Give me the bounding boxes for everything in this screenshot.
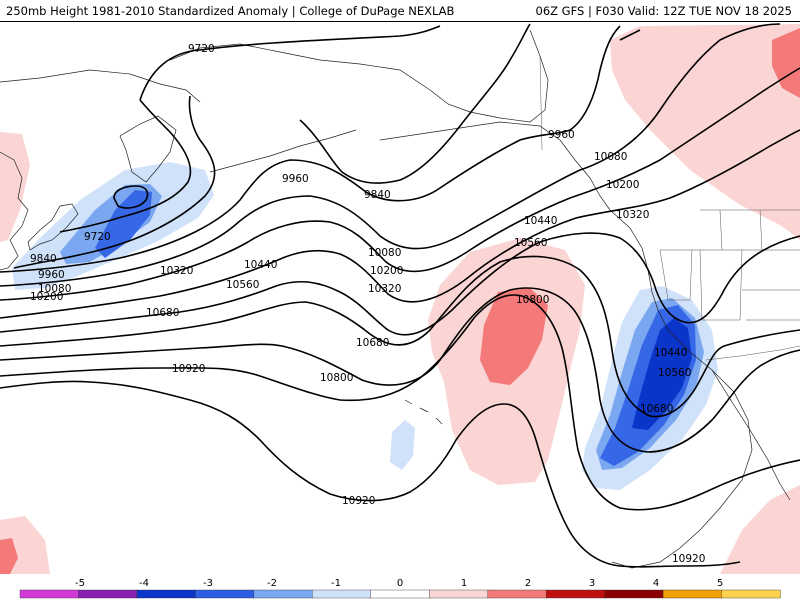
contour-10440 [0,232,800,336]
legend-tick-label: -1 [331,578,341,589]
contour-label: 10680 [356,337,389,349]
legend-tick-labels: -5 -4 -3 -2 -1 0 1 2 3 4 5 [75,578,723,589]
legend-tick-label: 5 [717,578,723,589]
contour-label: 10440 [524,215,557,227]
legend-color-swatch [545,589,606,599]
anomaly-positive-northeast [610,24,800,240]
legend-color-swatch [721,589,781,599]
coastline-aleutians [209,129,357,173]
contour-9960 [0,25,621,273]
border-states [659,209,800,321]
contour-label: 9960 [282,173,309,185]
contour-label: 10560 [514,237,547,249]
anomaly-negative-west-core [95,190,152,258]
coastline-baja [711,369,791,501]
contour-10920-small [619,29,641,41]
coastline-japan [27,203,79,251]
contour-label: 10080 [38,283,71,295]
contour-label: 10680 [640,403,673,415]
legend-tick-label: -5 [75,578,85,589]
contour-label: 9720 [188,43,215,55]
legend-tick-label: 0 [397,578,403,589]
legend-color-swatch [253,589,314,599]
height-contours [0,23,800,568]
coastline-hawaii [404,399,443,425]
contour-label: 10200 [30,291,63,303]
legend-color-swatch [78,589,138,599]
contour-label: 10800 [516,294,549,306]
anomaly-shading [0,24,800,574]
legend-tick-label: -3 [203,578,213,589]
contour-label: 10200 [606,179,639,191]
contour-10680 [0,287,800,453]
contour-label: 10680 [146,307,179,319]
model-run-info: 06Z GFS | F030 Valid: 12Z TUE NOV 18 202… [535,4,793,18]
contour-10200 [0,67,800,301]
contour-9720 [59,25,441,233]
contour-10920 [0,380,741,568]
contour-label: 10800 [320,372,353,384]
legend-tick-label: 4 [653,578,659,589]
legend-color-swatch [662,589,723,599]
coastline-alaska [169,29,549,123]
contour-label: 10920 [672,553,705,565]
anomaly-negative-island [390,420,415,470]
legend-tick-label: -2 [267,578,277,589]
contour-label: 10320 [616,209,649,221]
contour-10320 [0,129,800,319]
legend-color-swatch [604,589,664,599]
contour-label: 10320 [368,283,401,295]
contour-label: 9960 [38,269,65,281]
legend-color-swatch [195,589,255,599]
legend-color-swatch [429,589,489,599]
contour-label: 10920 [172,363,205,375]
border-canada [539,55,800,251]
contour-label: 10080 [368,247,401,259]
legend-color-swatch [312,589,372,599]
contour-10080 [0,23,781,287]
legend-tick-label: 1 [461,578,467,589]
anomaly-positive-southeast [720,485,800,574]
legend-color-swatch [487,589,547,599]
title-bar: 250mb Height 1981-2010 Standardized Anom… [0,0,800,22]
coastline-gulf-of-alaska [379,121,611,211]
map-canvas: 9720 9720 9840 9840 9960 9960 9960 10080… [0,23,800,574]
geography [0,29,800,569]
contour-label: 10320 [160,265,193,277]
legend-tick-label: -4 [139,578,149,589]
anomaly-positive-southwest-core [0,538,18,574]
legend-color-swatch [19,589,80,599]
contour-9840 [13,23,531,269]
legend-color-swatch [136,589,197,599]
contour-label: 10560 [226,279,259,291]
contour-label: 10440 [654,347,687,359]
contour-label: 10920 [342,495,375,507]
contour-9720-ring [113,185,149,209]
contour-label: 10200 [370,265,403,277]
map-title: 250mb Height 1981-2010 Standardized Anom… [6,4,455,18]
contour-label: 10560 [658,367,691,379]
coastline-kamchatka [119,115,177,183]
contour-label: 9960 [548,129,575,141]
anomaly-positive-central-core [480,288,548,385]
contour-label: 10080 [594,151,627,163]
anomaly-negative-east-core [632,318,692,430]
contour-label: 9720 [84,231,111,243]
coastline-siberia [0,69,201,103]
legend-color-swatch [370,589,430,599]
contour-10560 [0,255,800,418]
color-legend: -5 -4 -3 -2 -1 0 1 2 3 4 5 [0,574,800,600]
contour-10800 [0,294,800,511]
contour-label: 9840 [30,253,57,265]
legend-tick-label: 3 [589,578,595,589]
anomaly-positive-west-edge [0,132,30,242]
contour-labels: 9720 9720 9840 9840 9960 9960 9960 10080… [30,43,705,565]
contour-label: 9840 [364,189,391,201]
legend-tick-label: 2 [525,578,531,589]
coastline-asia [0,151,29,271]
legend-color-bars [19,589,781,599]
border-mexico [705,345,800,361]
contour-label: 10440 [244,259,277,271]
